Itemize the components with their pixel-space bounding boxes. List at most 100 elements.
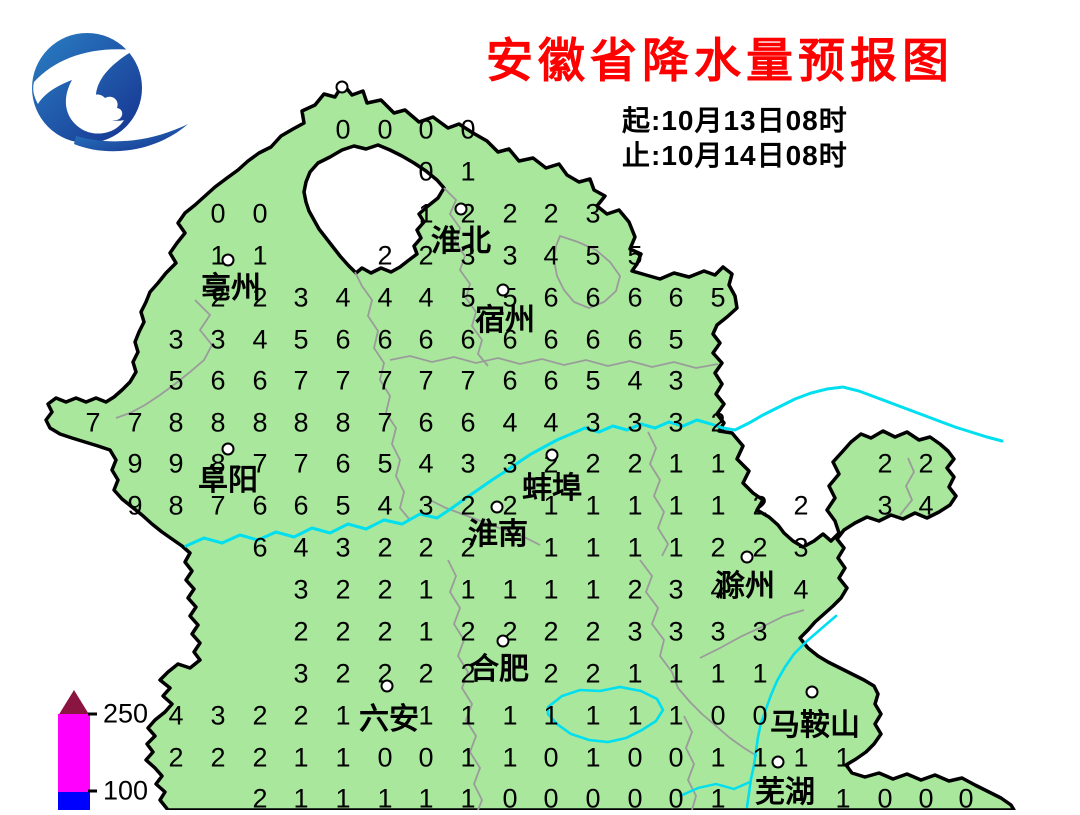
precip-grid-value: 3 [668,365,684,396]
precip-grid-value: 0 [585,783,601,814]
precip-grid-value: 6 [460,324,476,355]
logo-swirl [33,49,134,134]
city-dot [496,634,510,648]
precip-grid-value: 4 [627,365,643,396]
precip-grid-value: 2 [585,448,601,479]
rivers [184,385,1004,809]
scale-high-band [58,714,90,792]
precip-grid-value: 0 [252,198,268,229]
precip-grid-value: 2 [793,490,809,521]
precip-grid-value: 4 [377,282,393,313]
precip-grid-value: 5 [377,448,393,479]
precip-grid-value: 2 [627,448,643,479]
precip-grid-value: 8 [210,407,226,438]
precip-grid-value: 7 [377,365,393,396]
city-label: 亳州 [201,272,261,305]
meteorological-service-logo [32,33,188,152]
logo-cloud [76,94,123,121]
precip-grid-value: 7 [210,490,226,521]
precip-grid-value: 4 [252,324,268,355]
precip-grid-value: 7 [252,448,268,479]
precip-grid-value: 1 [668,448,684,479]
precip-grid-value: 2 [335,658,351,689]
precip-grid-value: 3 [335,532,351,563]
precip-grid-value: 2 [168,742,184,773]
precip-grid-value: 0 [335,114,351,145]
precip-grid-value: 1 [585,700,601,731]
precip-grid-value: 1 [418,198,434,229]
precip-grid-value: 0 [418,742,434,773]
precip-grid-value: 0 [668,742,684,773]
precip-grid-value: 4 [543,407,559,438]
precip-grid-value: 1 [585,490,601,521]
precip-grid-value: 3 [460,240,476,271]
precip-grid-value: 4 [710,574,726,605]
precip-grid-value: 0 [918,783,934,814]
precip-grid-value: 1 [710,490,726,521]
precip-grid-value: 2 [752,490,768,521]
precip-grid-value: 2 [252,783,268,814]
precip-grid-value: 6 [335,324,351,355]
precip-grid-value: 1 [252,240,268,271]
city-dot [380,679,394,693]
yangtze-river [745,614,838,809]
precip-grid-value: 1 [335,783,351,814]
precip-grid-value: 2 [585,616,601,647]
precip-grid-value: 6 [418,324,434,355]
precip-grid-value: 7 [85,407,101,438]
precip-grid-value: 6 [252,365,268,396]
precip-grid-value: 3 [627,616,643,647]
precip-grid-value: 1 [668,532,684,563]
chaohu-lake [546,685,665,744]
precip-grid-value: 6 [252,490,268,521]
precip-grid-value: 1 [377,783,393,814]
precip-grid-value: 4 [418,282,434,313]
precip-grid-value: 6 [543,324,559,355]
precip-grid-value: 2 [460,490,476,521]
precip-grid-value: 4 [918,490,934,521]
precip-grid-value: 4 [377,490,393,521]
precip-grid-value: 7 [377,407,393,438]
precip-grid-value: 1 [543,574,559,605]
precip-grid-value: 3 [585,407,601,438]
city-dot [490,500,504,514]
city-label: 合肥 [469,653,529,686]
precip-grid-value: 0 [752,700,768,731]
precip-grid-value: 7 [418,365,434,396]
logo-swoosh [74,124,188,152]
precip-grid-value: 3 [418,490,434,521]
precip-grid-value: 7 [127,407,143,438]
precip-grid-value: 1 [627,532,643,563]
precip-grid-value: 6 [543,365,559,396]
city-dot [545,448,559,462]
precip-grid-value: 2 [543,616,559,647]
precip-grid-value: 0 [627,783,643,814]
precip-grid-value: 7 [293,365,309,396]
precip-grid-value: 1 [627,658,643,689]
precip-grid-value: 2 [377,532,393,563]
city-dot [771,755,785,769]
precip-grid-value: 4 [418,448,434,479]
precip-grid-value: 1 [293,742,309,773]
city-label: 淮南 [468,518,528,551]
precip-grid-value: 5 [668,324,684,355]
precip-grid-value: 5 [460,282,476,313]
precip-grid-value: 1 [418,783,434,814]
precip-grid-value: 2 [543,198,559,229]
precip-grid-value: 1 [543,700,559,731]
precip-grid-value: 1 [835,742,851,773]
precip-grid-value: 1 [710,658,726,689]
precip-grid-value: 2 [418,532,434,563]
precip-grid-value: 7 [460,365,476,396]
precip-grid-value: 1 [710,742,726,773]
precip-grid-value: 3 [210,324,226,355]
precip-grid-value: 0 [543,742,559,773]
precip-grid-value: 2 [752,532,768,563]
precip-grid-value: 5 [710,282,726,313]
precip-grid-value: 2 [210,282,226,313]
precip-grid-value: 1 [418,574,434,605]
precip-grid-value: 1 [710,783,726,814]
forecast-start: 起:10月13日08时 [622,105,848,136]
precip-grid-value: 6 [418,407,434,438]
